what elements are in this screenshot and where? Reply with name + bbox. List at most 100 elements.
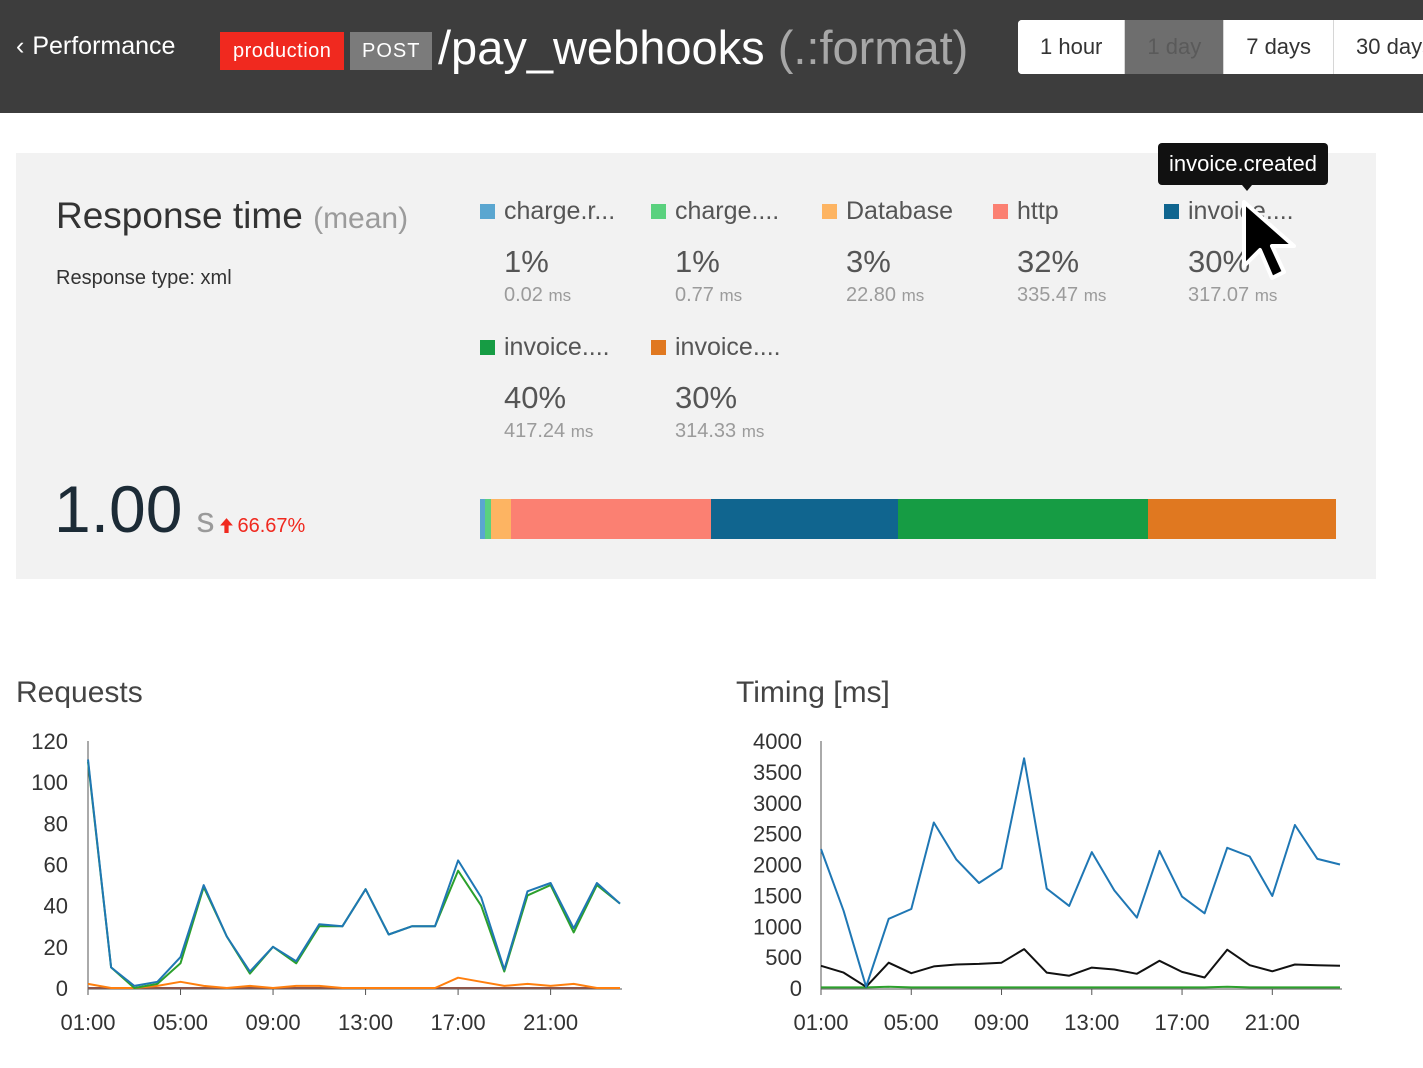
legend-duration: 0.02 ms (504, 284, 640, 307)
requests-chart: 0 20 40 60 80 100 120 01:00 05:00 09:00 13:00 17:00… (31, 729, 622, 1035)
legend-percent: 30% (675, 380, 738, 415)
legend-ms-unit: ms (719, 286, 743, 305)
legend-label: http (1017, 197, 1059, 225)
legend-label: invoice.... (1188, 197, 1294, 225)
legend-swatch (651, 340, 666, 355)
legend-ms-unit: ms (548, 286, 572, 305)
legend-ms-value: 314.33 (675, 420, 737, 442)
legend-percent: 1% (675, 244, 720, 279)
response-time-value: 1.00 s 66.67% (54, 471, 305, 547)
y-tick-label: 1000 (753, 914, 802, 939)
stacked-bar-segment (480, 499, 486, 539)
legend-swatch (822, 204, 837, 219)
response-time-title: Response time (mean) (56, 195, 408, 237)
legend-duration: 417.24 ms (504, 420, 640, 443)
y-tick-label: 0 (56, 976, 68, 1001)
legend-item[interactable]: charge.... 1% 0.77 ms (651, 197, 811, 307)
y-tick-label: 2500 (753, 822, 802, 847)
response-time-mean-label: (mean) (313, 202, 409, 235)
legend-swatch (1164, 204, 1179, 219)
x-tick-label: 05:00 (153, 1010, 208, 1035)
legend-ms-unit: ms (570, 422, 594, 441)
legend-duration: 314.33 ms (675, 420, 811, 443)
y-tick-label: 80 (44, 811, 68, 836)
legend-item[interactable]: Database 3% 22.80 ms (822, 197, 982, 307)
series-line (821, 985, 1340, 989)
y-tick-label: 60 (44, 853, 68, 878)
chevron-left-icon: ‹ (16, 32, 25, 60)
legend-head: Database (822, 197, 982, 226)
legend-percent: 40% (504, 380, 567, 415)
trend-indicator: 66.67% (218, 515, 305, 538)
legend-head: invoice.... (1164, 197, 1324, 226)
route-title: /pay_webhooks (.:format) (438, 20, 968, 75)
series-line (87, 759, 621, 987)
range-button-30-days[interactable]: 30 days (1334, 20, 1423, 74)
back-to-performance-link[interactable]: ‹ Performance (16, 32, 175, 61)
legend-swatch (480, 204, 495, 219)
legend-label: charge.... (675, 197, 780, 225)
breakdown-stacked-bar (480, 499, 1336, 539)
legend-ms-value: 0.77 (675, 284, 714, 306)
response-time-heading: Response time (56, 195, 303, 236)
series-line (820, 757, 1341, 988)
legend-head: charge.... (651, 197, 811, 226)
legend-label: Database (846, 197, 954, 225)
legend-ms-value: 0.02 (504, 284, 543, 306)
series-line (87, 976, 620, 989)
x-tick-label: 13:00 (1064, 1010, 1119, 1035)
series-line (87, 761, 621, 989)
x-tick-label: 17:00 (431, 1010, 486, 1035)
range-button-1-day[interactable]: 1 day (1125, 20, 1225, 74)
environment-badge: production (220, 32, 345, 70)
x-tick-label: 09:00 (246, 1010, 301, 1035)
legend-ms-unit: ms (1254, 286, 1278, 305)
legend-label: invoice.... (675, 333, 781, 361)
y-tick-label: 3000 (753, 791, 802, 816)
requests-chart-title: Requests (16, 676, 143, 709)
range-button-7-days[interactable]: 7 days (1224, 20, 1335, 74)
legend-percent: 32% (1017, 244, 1080, 279)
legend-ms-value: 417.24 (504, 420, 566, 442)
legend-ms-value: 22.80 (846, 284, 897, 306)
response-type-label: Response type: xml (56, 267, 232, 289)
legend-item[interactable]: http 32% 335.47 ms (993, 197, 1153, 307)
response-time-number: 1.00 (54, 472, 183, 546)
y-tick-label: 2000 (753, 853, 802, 878)
legend-tooltip: invoice.created (1158, 143, 1328, 185)
legend-item[interactable]: charge.r... 1% 0.02 ms (480, 197, 640, 307)
stacked-bar-segment (510, 499, 712, 539)
y-tick-label: 120 (31, 729, 68, 754)
back-link-label: Performance (32, 32, 176, 60)
legend-duration: 335.47 ms (1017, 284, 1153, 307)
legend-item[interactable]: invoice.... 40% 417.24 ms (480, 333, 640, 443)
y-tick-label: 20 (44, 935, 68, 960)
legend-head: invoice.... (480, 333, 640, 362)
legend-ms-value: 335.47 (1017, 284, 1079, 306)
legend-swatch (480, 340, 495, 355)
series-line (820, 948, 1341, 988)
legend-duration: 317.07 ms (1188, 284, 1324, 307)
y-tick-label: 1500 (753, 883, 802, 908)
y-tick-label: 40 (44, 894, 68, 919)
legend-ms-value: 317.07 (1188, 284, 1250, 306)
timing-chart: 0 500 1000 1500 2000 2500 3000 3500 4000 01:00 05:… (753, 729, 1342, 1035)
trend-value: 66.67% (237, 515, 306, 537)
http-method-badge: POST (350, 32, 433, 70)
legend-item[interactable]: invoice.... 30% 317.07 ms (1164, 197, 1324, 307)
route-format-suffix: (.:format) (777, 21, 969, 74)
legend-head: invoice.... (651, 333, 811, 362)
arrow-up-icon (220, 518, 234, 533)
x-tick-label: 21:00 (523, 1010, 578, 1035)
range-button-1-hour[interactable]: 1 hour (1018, 20, 1126, 74)
x-tick-label: 13:00 (338, 1010, 393, 1035)
legend-item[interactable]: invoice.... 30% 314.33 ms (651, 333, 811, 443)
y-tick-label: 0 (790, 976, 802, 1001)
y-tick-label: 500 (765, 945, 802, 970)
x-tick-label: 01:00 (60, 1010, 115, 1035)
y-tick-label: 100 (31, 770, 68, 795)
timing-chart-title: Timing [ms] (736, 676, 890, 709)
top-header: ‹ Performance production POST /pay_webho… (0, 0, 1423, 113)
x-tick-label: 21:00 (1245, 1010, 1300, 1035)
stacked-bar-segment (491, 499, 511, 539)
